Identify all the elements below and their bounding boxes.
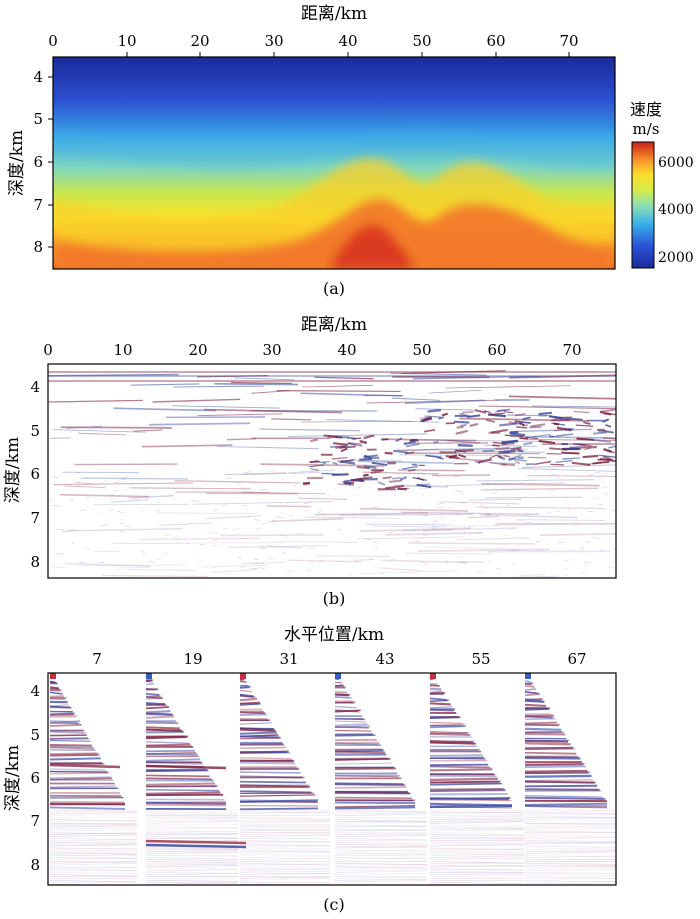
panel-c-x-label: 水平位置/km: [284, 625, 384, 645]
panel-b-x-tick: 60: [487, 341, 506, 359]
panel-c-x-tick: 31: [279, 650, 298, 668]
panel-a-x-tick: 0: [48, 32, 58, 50]
panel-a-x-tick: 20: [190, 32, 209, 50]
panel-a-y-tick: 4: [33, 68, 43, 86]
panel-a: 距离/km 0 10 20 30 40 50 60 70 4 5 6: [7, 4, 694, 298]
panel-b-x-tick: 50: [412, 341, 431, 359]
panel-c-y-tick: 8: [30, 856, 40, 874]
panel-a-x-tick: 30: [264, 32, 283, 50]
panel-a-y-tick: 7: [33, 196, 43, 214]
panel-a-y-tick: 6: [33, 153, 43, 171]
panel-a-caption: (a): [323, 279, 345, 298]
panel-a-y-ticks: 4 5 6 7 8: [33, 68, 43, 256]
velocity-colorbar: 速度 m/s 6000 4000 2000: [630, 100, 694, 269]
panel-c-y-tick: 6: [30, 769, 40, 787]
panel-b-x-tick: 30: [262, 341, 281, 359]
panel-b-y-tick: 7: [30, 509, 40, 527]
colorbar-unit: m/s: [633, 120, 660, 138]
panel-a-x-tick: 40: [338, 32, 357, 50]
panel-a-x-label: 距离/km: [301, 4, 367, 24]
panel-a-y-tick: 8: [33, 238, 43, 256]
panel-c-caption: (c): [323, 895, 344, 914]
panel-a-frame: [52, 56, 616, 270]
panel-c-x-tick: 55: [471, 650, 490, 668]
panel-b-x-tick: 10: [113, 341, 132, 359]
gathers-image: [48, 673, 616, 885]
panel-b-x-tick: 0: [43, 341, 53, 359]
panel-c-y-ticks: 4 5 6 7 8: [30, 682, 40, 874]
panel-c-x-tick: 43: [375, 650, 394, 668]
panel-c-x-tick: 67: [567, 650, 586, 668]
panel-b-x-tick: 20: [188, 341, 207, 359]
panel-b-x-ticks: 0 10 20 30 40 50 60 70: [43, 341, 581, 359]
panel-a-y-label: 深度/km: [7, 130, 27, 196]
panel-a-tick-marks: [48, 52, 570, 248]
panel-c-y-tick: 5: [30, 726, 40, 744]
panel-c-frame: [47, 672, 617, 886]
panel-b-x-label: 距离/km: [301, 315, 367, 335]
panel-c-y-tick: 7: [30, 812, 40, 830]
panel-c-x-tick: 7: [92, 650, 102, 668]
panel-b-y-tick: 6: [30, 465, 40, 483]
panel-c-y-label: 深度/km: [3, 745, 23, 811]
panel-c: 水平位置/km 7 19 31 43 55 67 4 5 6 7 8 深度/km…: [3, 625, 617, 914]
panel-a-y-tick: 5: [33, 110, 43, 128]
panel-a-x-ticks: 0 10 20 30 40 50 60 70: [48, 32, 578, 50]
panel-b-caption: (b): [323, 589, 346, 608]
panel-a-x-tick: 60: [486, 32, 505, 50]
panel-b-y-label: 深度/km: [3, 437, 23, 503]
panel-b-x-tick: 70: [562, 341, 581, 359]
colorbar-tick: 2000: [658, 250, 694, 266]
panel-b-x-tick: 40: [337, 341, 356, 359]
panel-c-x-tick: 19: [183, 650, 202, 668]
colorbar-tick: 4000: [658, 202, 694, 218]
panel-b-y-tick: 8: [30, 553, 40, 571]
migration-image: [48, 364, 616, 578]
colorbar-title: 速度: [630, 100, 662, 119]
panel-b-frame: [47, 363, 617, 579]
panel-b-y-tick: 5: [30, 422, 40, 440]
panel-b-y-ticks: 4 5 6 7 8: [30, 378, 40, 571]
colorbar-tick: 6000: [658, 155, 694, 171]
panel-b-y-tick: 4: [30, 378, 40, 396]
panel-a-x-tick: 70: [559, 32, 578, 50]
panel-a-x-tick: 10: [117, 32, 136, 50]
panel-b: 距离/km 0 10 20 30 40 50 60 70 4 5 6 7 8 深…: [3, 315, 617, 608]
panel-c-y-tick: 4: [30, 682, 40, 700]
panel-c-x-ticks: 7 19 31 43 55 67: [92, 650, 586, 668]
velocity-model-image: [53, 57, 615, 269]
panel-a-x-tick: 50: [412, 32, 431, 50]
